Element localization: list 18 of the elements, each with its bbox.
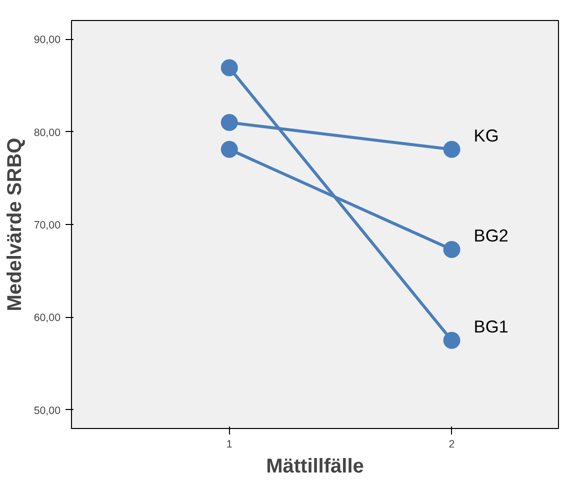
- series-label: BG2: [474, 226, 508, 246]
- point: [443, 241, 460, 258]
- point: [443, 332, 460, 349]
- y-tick-label: 50,00: [34, 404, 61, 417]
- series-label: KG: [474, 125, 499, 146]
- x-tick-label: 1: [226, 438, 232, 450]
- y-tick-label: 80,00: [34, 126, 61, 139]
- x-axis-title: Mättillfälle: [266, 456, 364, 478]
- y-tick-label: 70,00: [34, 220, 61, 232]
- point: [220, 114, 238, 131]
- series-label: BG1: [474, 316, 508, 336]
- y-tick-label: 60,00: [34, 312, 61, 324]
- y-tick-label: 90,00: [34, 34, 61, 46]
- y-axis-title: Medelvärde SRBQ: [4, 138, 26, 312]
- x-tick-label: 2: [448, 438, 455, 450]
- point: [443, 140, 460, 158]
- point: [220, 140, 238, 158]
- point: [220, 59, 238, 76]
